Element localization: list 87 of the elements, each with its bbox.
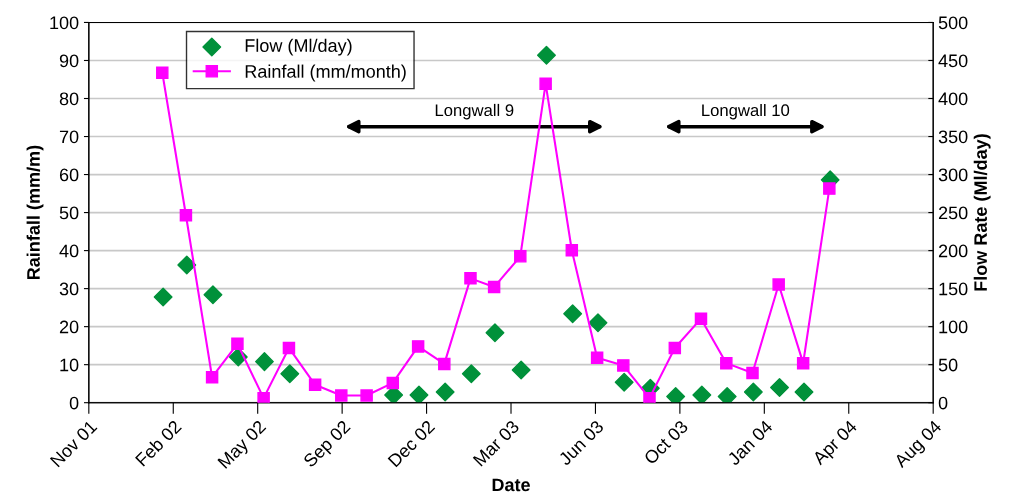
point — [177, 255, 197, 275]
y-axis-title: Rainfall (mm/m) — [26, 145, 44, 280]
y2-tick-label: 150 — [939, 282, 968, 296]
y-tick-label: 70 — [59, 130, 79, 144]
point — [539, 77, 552, 90]
point — [335, 389, 348, 402]
y-tick-label: 50 — [59, 206, 79, 220]
point — [536, 45, 556, 65]
y2-tick-label: 400 — [938, 92, 968, 106]
point — [461, 364, 481, 384]
point — [280, 364, 300, 384]
point — [487, 280, 501, 294]
y2-tick-label: 100 — [939, 320, 968, 334]
y2-tick-label: 200 — [938, 244, 968, 258]
x-tick-label: Nov 01 — [49, 419, 98, 468]
y2-axis-title: Flow Rate (Ml/day) — [973, 134, 991, 291]
point — [409, 385, 429, 403]
point — [794, 382, 814, 402]
point — [643, 391, 656, 403]
point — [485, 323, 505, 343]
legend-label: Rainfall (mm/month) — [245, 64, 406, 82]
point — [668, 341, 682, 355]
point — [464, 272, 477, 285]
point — [694, 312, 708, 325]
point — [743, 382, 763, 402]
x-tick-label: Mar 03 — [472, 419, 520, 467]
point — [692, 385, 712, 403]
point — [156, 66, 169, 79]
x-tick-label: Feb 02 — [134, 419, 182, 467]
point — [282, 341, 296, 355]
y-tick-label: 60 — [59, 168, 79, 182]
x-tick-label: Jun 03 — [557, 419, 605, 467]
point — [231, 337, 244, 351]
x-tick-label: Apr 04 — [811, 419, 861, 469]
x-tick-label: Dec 02 — [387, 419, 436, 468]
y2-tick-label: 300 — [938, 168, 968, 182]
y-tick-label: 100 — [50, 16, 79, 30]
point — [614, 372, 634, 392]
y-tick-label: 0 — [69, 396, 79, 410]
y-tick-label: 40 — [59, 244, 79, 258]
point — [588, 313, 608, 333]
y2-tick-label: 350 — [938, 130, 968, 144]
point — [823, 182, 836, 195]
point — [257, 391, 270, 403]
x-tick-label: Jan 04 — [726, 419, 774, 467]
point — [203, 285, 223, 305]
point — [565, 243, 579, 257]
point — [772, 278, 785, 291]
point — [666, 387, 686, 403]
x-tick-label: Aug 04 — [893, 419, 945, 471]
point — [386, 376, 400, 390]
point — [590, 351, 604, 365]
y-tick-label: 90 — [59, 54, 79, 68]
point — [746, 366, 759, 380]
point — [254, 352, 274, 372]
y-tick-label: 10 — [60, 358, 79, 372]
point — [308, 378, 322, 392]
y2-tick-label: 500 — [938, 16, 968, 30]
point — [720, 356, 733, 370]
annotation: Longwall 10 — [702, 103, 790, 120]
point — [360, 389, 373, 402]
point — [153, 287, 173, 307]
annotation: Longwall 9 — [435, 103, 514, 120]
y-tick-label: 30 — [59, 282, 79, 296]
point — [563, 304, 583, 324]
point — [179, 208, 193, 222]
y2-tick-label: 0 — [938, 396, 948, 410]
x-tick-label: Oct 03 — [643, 419, 689, 466]
point — [796, 356, 810, 370]
point — [411, 340, 425, 353]
y-tick-label: 20 — [59, 320, 79, 334]
point — [438, 357, 451, 371]
y-tick-label: 80 — [59, 92, 79, 106]
point — [617, 359, 630, 372]
x-axis-title: Date — [492, 478, 530, 492]
point — [514, 250, 527, 263]
x-tick-label: Sep 02 — [302, 419, 354, 471]
y2-tick-label: 450 — [938, 54, 968, 68]
point — [770, 378, 789, 397]
legend-label: Flow (Ml/day) — [245, 38, 352, 56]
y2-tick-label: 50 — [938, 358, 958, 372]
point — [435, 382, 455, 402]
point — [717, 387, 737, 403]
point — [205, 370, 219, 384]
point — [511, 360, 531, 380]
y2-tick-label: 250 — [938, 206, 968, 220]
x-tick-label: May 02 — [217, 419, 269, 472]
